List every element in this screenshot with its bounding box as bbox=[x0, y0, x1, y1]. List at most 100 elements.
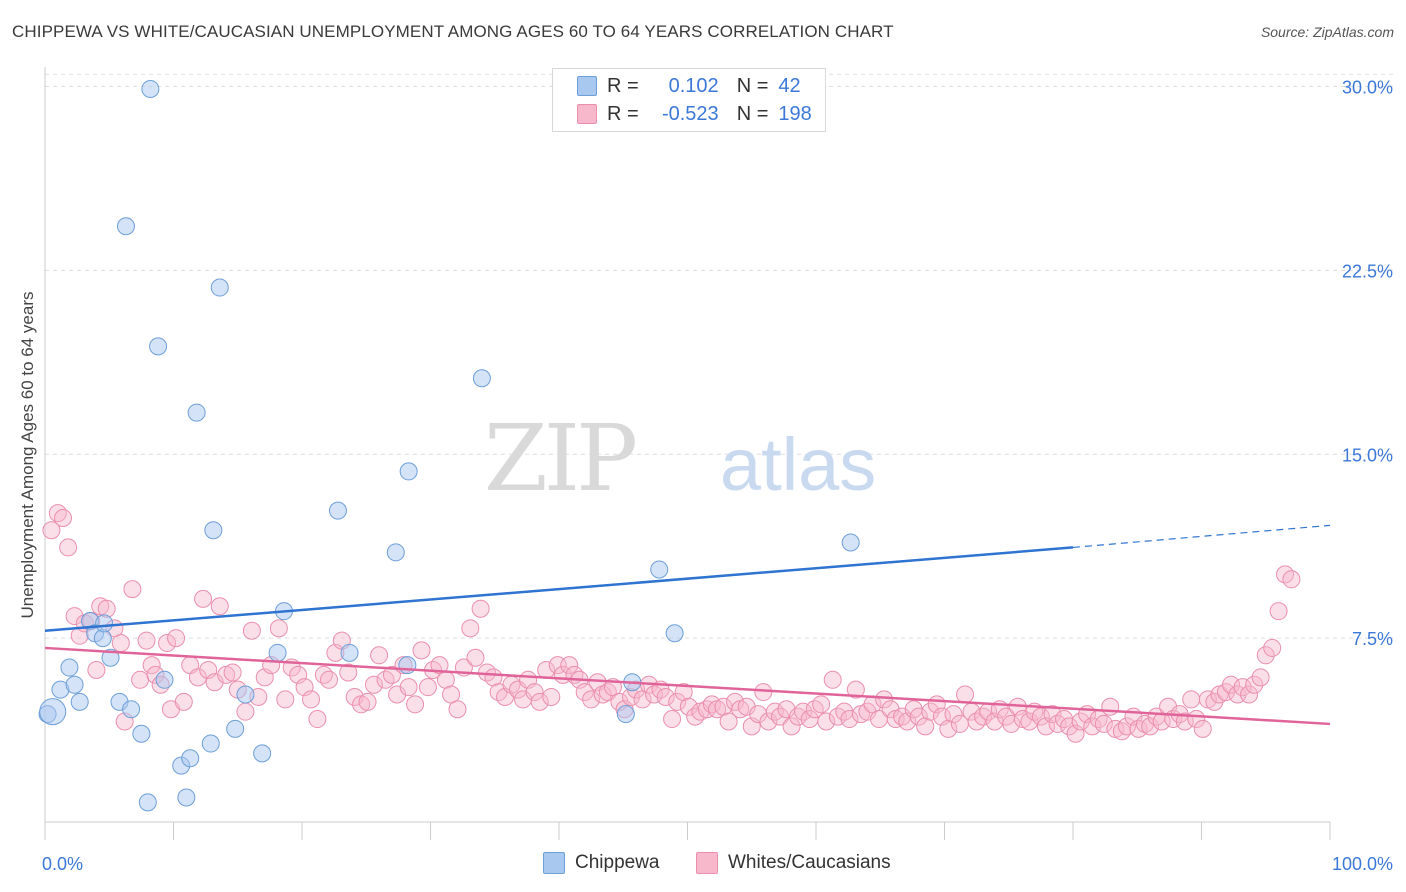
whites-point bbox=[448, 700, 467, 719]
whites-legend-swatch bbox=[696, 852, 718, 874]
whites-point bbox=[87, 661, 106, 679]
whites-swatch bbox=[577, 104, 597, 124]
whites-point bbox=[42, 521, 61, 540]
y-tick-label: 15.0% bbox=[1342, 445, 1393, 465]
whites-point bbox=[525, 683, 544, 702]
y-tick-label: 22.5% bbox=[1342, 261, 1393, 281]
chippewa-point bbox=[177, 788, 196, 807]
chippewa-point bbox=[253, 744, 272, 763]
chippewa-point bbox=[650, 560, 669, 579]
whites-point bbox=[1101, 697, 1120, 716]
chippewa-point bbox=[116, 217, 135, 236]
chippewa-point bbox=[340, 643, 359, 662]
legend-label-whites: Whites/Caucasians bbox=[728, 852, 891, 873]
watermark-zip: ZIP bbox=[484, 405, 635, 512]
whites-point bbox=[1282, 570, 1301, 589]
whites-point bbox=[319, 670, 338, 689]
whites-point bbox=[1043, 705, 1062, 724]
whites-point bbox=[560, 656, 579, 675]
whites-point bbox=[1071, 712, 1090, 731]
legend-n-label: N = bbox=[736, 102, 769, 125]
chippewa-series bbox=[38, 79, 860, 812]
whites-point bbox=[471, 599, 490, 618]
whites-point bbox=[412, 641, 431, 660]
legend-n-label: N = bbox=[736, 74, 769, 97]
chippewa-point bbox=[665, 624, 684, 643]
chippewa-point bbox=[65, 675, 84, 694]
whites-point bbox=[823, 670, 842, 689]
chippewa-point bbox=[236, 685, 255, 704]
chippewa-point bbox=[616, 705, 635, 724]
whites-point bbox=[582, 690, 601, 709]
whites-point bbox=[542, 687, 561, 706]
whites-point bbox=[1182, 690, 1201, 709]
whites-series bbox=[42, 504, 1301, 743]
chippewa-point bbox=[181, 749, 200, 768]
chippewa-point bbox=[386, 543, 405, 562]
chippewa-point bbox=[328, 501, 347, 520]
whites-point bbox=[789, 707, 808, 726]
gridlines bbox=[45, 73, 1395, 639]
chippewa-point bbox=[472, 369, 491, 388]
tick-labels: 7.5% 15.0% 22.5% 30.0% 0.0% 100.0% bbox=[42, 78, 1393, 874]
whites-point bbox=[1256, 646, 1275, 665]
whites-point bbox=[598, 683, 617, 702]
chippewa-point bbox=[95, 614, 114, 633]
whites-point bbox=[269, 619, 288, 638]
whites-point bbox=[53, 509, 72, 527]
whites-point bbox=[314, 665, 333, 684]
series-legend: Chippewa Whites/Caucasians bbox=[0, 852, 1406, 878]
chippewa-point bbox=[138, 793, 157, 812]
stats-legend: R = 0.102 N = 42 R = -0.523 N = 198 bbox=[552, 68, 826, 132]
whites-point bbox=[1175, 712, 1194, 731]
whites-point bbox=[111, 634, 130, 653]
whites-point bbox=[1245, 675, 1264, 694]
whites-point bbox=[210, 597, 229, 616]
legend-n-value: 42 bbox=[778, 74, 801, 97]
chippewa-point bbox=[187, 403, 206, 422]
whites-point bbox=[921, 702, 940, 721]
whites-point bbox=[137, 631, 156, 650]
whites-point bbox=[759, 712, 778, 731]
chippewa-point bbox=[122, 700, 141, 719]
whites-point bbox=[679, 697, 698, 716]
whites-point bbox=[1094, 714, 1113, 733]
whites-point bbox=[174, 692, 193, 711]
watermark-atlas: atlas bbox=[720, 423, 876, 506]
chippewa-point bbox=[149, 337, 168, 356]
chippewa-point bbox=[268, 643, 287, 662]
whites-point bbox=[668, 692, 687, 711]
whites-point bbox=[131, 670, 150, 689]
whites-point bbox=[575, 683, 594, 702]
whites-point bbox=[461, 619, 480, 638]
legend-item-chippewa: Chippewa bbox=[543, 852, 660, 874]
whites-point bbox=[1251, 668, 1270, 687]
whites-point bbox=[719, 712, 738, 731]
chippewa-point bbox=[155, 670, 174, 689]
whites-point bbox=[158, 634, 177, 653]
whites-point bbox=[223, 663, 242, 682]
whites-point bbox=[399, 678, 418, 697]
whites-point bbox=[812, 695, 831, 714]
whites-point bbox=[466, 648, 485, 667]
legend-r-value: 0.102 bbox=[668, 74, 719, 97]
whites-point bbox=[364, 675, 383, 694]
whites-point bbox=[846, 680, 865, 699]
whites-trend-line bbox=[44, 646, 1331, 726]
whites-point bbox=[840, 710, 859, 729]
whites-point bbox=[1222, 675, 1241, 694]
whites-point bbox=[1083, 717, 1102, 736]
chippewa-trend-extension bbox=[1072, 524, 1331, 549]
chippewa-legend-swatch bbox=[543, 852, 565, 874]
whites-point bbox=[301, 690, 320, 709]
whites-point bbox=[593, 685, 612, 704]
whites-point bbox=[194, 589, 213, 608]
whites-point bbox=[188, 668, 207, 687]
whites-point bbox=[59, 538, 78, 557]
whites-point bbox=[1233, 678, 1252, 697]
chippewa-point bbox=[101, 648, 120, 667]
whites-point bbox=[242, 621, 261, 640]
y-tick-label: 30.0% bbox=[1342, 78, 1393, 98]
chippewa-point bbox=[132, 724, 151, 743]
